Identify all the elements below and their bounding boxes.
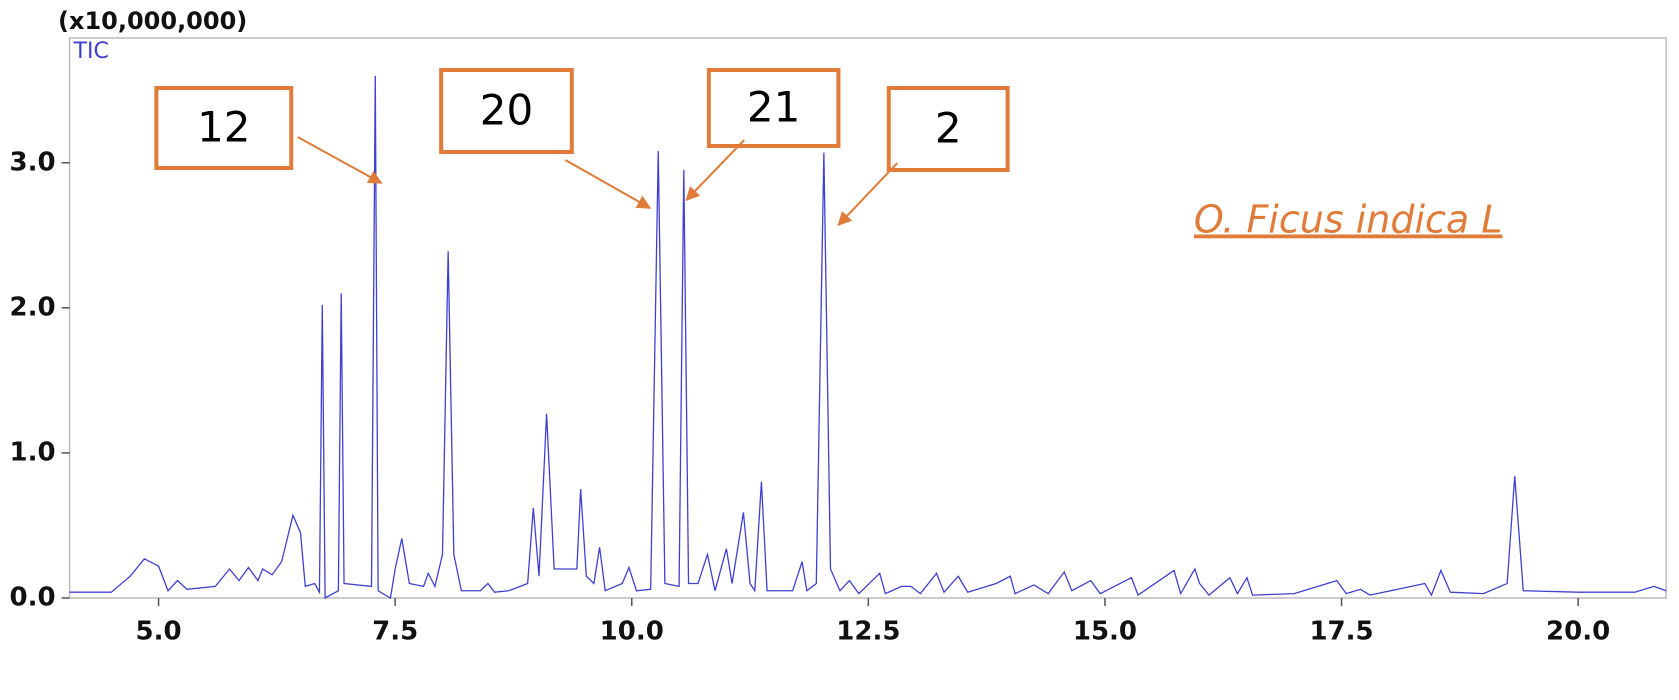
annotation-arrow <box>297 136 383 184</box>
y-tick-label: 0.0 <box>10 583 56 613</box>
x-tick-label: 17.5 <box>1309 617 1373 647</box>
annotation-box <box>706 68 841 148</box>
annotation-arrow <box>837 162 899 227</box>
annotation-box <box>439 68 574 154</box>
series-label: TIC <box>73 39 109 64</box>
annotation-box <box>154 86 294 170</box>
annotation-box <box>886 86 1010 172</box>
x-tick-label: 20.0 <box>1546 617 1610 647</box>
x-tick-label: 12.5 <box>836 617 900 647</box>
y-tick-label: 1.0 <box>10 437 56 467</box>
x-tick-label: 7.5 <box>372 617 418 647</box>
x-tick-label: 15.0 <box>1073 617 1137 647</box>
y-tick-label: 2.0 <box>10 292 56 322</box>
y-unit-label: (x10,000,000) <box>58 7 247 35</box>
plot-frame <box>68 37 1667 599</box>
annotation-arrow <box>564 159 652 209</box>
tic-line <box>69 75 1667 600</box>
sample-label: O. Ficus indica L <box>1194 198 1503 242</box>
annotation-label: 21 <box>747 83 800 132</box>
x-tick-label: 5.0 <box>136 617 182 647</box>
x-tick-label: 10.0 <box>600 617 664 647</box>
y-tick-label: 3.0 <box>10 147 56 177</box>
annotation-label: 2 <box>935 104 962 153</box>
annotation-label: 20 <box>480 86 533 135</box>
annotation-label: 12 <box>197 103 250 152</box>
annotation-arrow <box>685 139 745 202</box>
